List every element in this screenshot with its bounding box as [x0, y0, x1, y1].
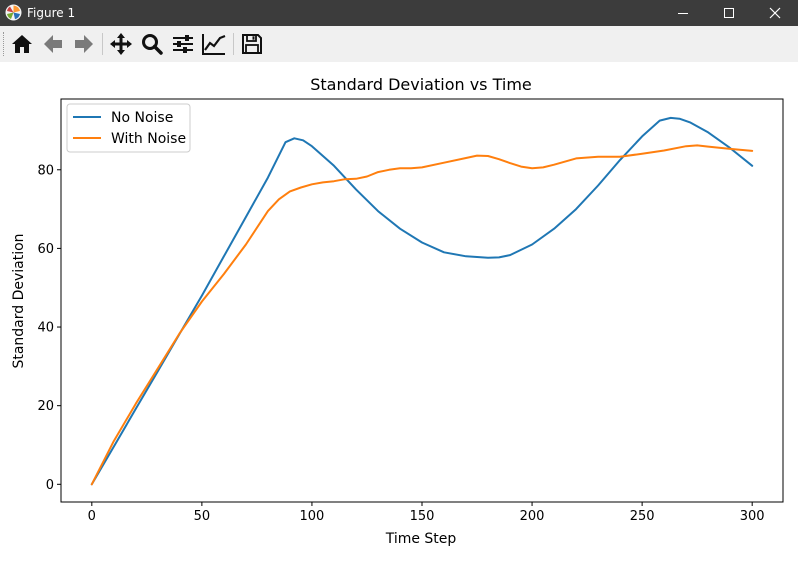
edit-axis-button[interactable]	[200, 30, 228, 58]
toolbar-grip[interactable]	[3, 32, 6, 56]
save-button[interactable]	[238, 30, 266, 58]
maximize-icon	[724, 8, 734, 18]
window-title: Figure 1	[27, 6, 76, 20]
matplotlib-logo-icon	[5, 4, 22, 21]
series-line-no-noise	[90, 116, 754, 486]
x-axis: 0 50 100 150 200 250 300	[88, 502, 765, 524]
arrow-right-icon	[75, 35, 93, 53]
chart-title: Standard Deviation vs Time	[310, 75, 532, 94]
x-tick-label: 250	[630, 509, 655, 524]
line-chart-icon	[202, 34, 226, 55]
x-tick-label: 0	[88, 509, 96, 524]
minimize-button[interactable]	[660, 0, 706, 26]
sliders-icon	[173, 35, 193, 53]
y-tick-label: 80	[37, 163, 54, 178]
y-tick-label: 20	[37, 399, 54, 414]
x-tick-label: 300	[740, 509, 765, 524]
close-button[interactable]	[752, 0, 798, 26]
navigation-toolbar	[0, 26, 798, 62]
toolbar-separator	[102, 33, 103, 55]
floppy-disk-icon	[242, 34, 262, 54]
x-tick-label: 150	[410, 509, 435, 524]
y-tick-label: 0	[46, 478, 54, 493]
arrow-left-icon	[44, 35, 62, 53]
forward-button[interactable]	[70, 30, 98, 58]
series-line-with-noise	[90, 144, 754, 486]
x-tick-label: 50	[194, 509, 211, 524]
x-tick-label: 200	[520, 509, 545, 524]
magnifier-icon	[142, 34, 163, 55]
line-chart: Standard Deviation vs Time 0 50 100 150 200 2…	[11, 75, 784, 547]
legend-label-no-noise: No Noise	[111, 110, 173, 126]
y-tick-label: 60	[37, 242, 54, 257]
y-tick-label: 40	[37, 321, 54, 336]
home-icon	[12, 35, 32, 53]
figure-canvas[interactable]: Standard Deviation vs Time 0 50 100 150 200 2…	[0, 62, 798, 561]
x-tick-label: 100	[300, 509, 325, 524]
close-icon	[769, 7, 781, 19]
zoom-button[interactable]	[138, 30, 166, 58]
maximize-button[interactable]	[706, 0, 752, 26]
legend-label-with-noise: With Noise	[111, 131, 186, 147]
window-titlebar: Figure 1	[0, 0, 798, 26]
plot-lines	[90, 116, 754, 486]
minimize-icon	[678, 13, 688, 14]
axes-frame	[60, 98, 784, 503]
y-axis-label: Standard Deviation	[11, 233, 27, 368]
configure-subplots-button[interactable]	[169, 30, 197, 58]
legend: No Noise With Noise	[66, 103, 191, 153]
y-axis: 0 20 40 60 80	[37, 163, 61, 493]
toolbar-separator	[233, 33, 234, 55]
home-button[interactable]	[8, 30, 36, 58]
back-button[interactable]	[39, 30, 67, 58]
x-axis-label: Time Step	[385, 531, 457, 547]
move-icon	[110, 33, 132, 55]
pan-button[interactable]	[107, 30, 135, 58]
